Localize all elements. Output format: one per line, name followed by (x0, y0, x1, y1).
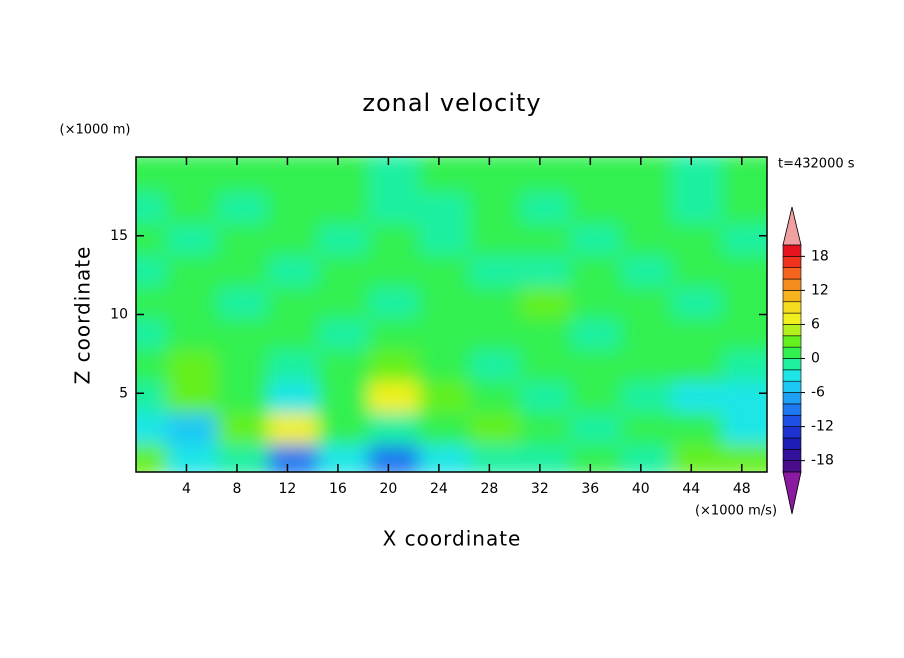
x-tick-label: 8 (232, 481, 241, 497)
colorbar-band (782, 460, 802, 473)
colorbar-tick-label: 6 (811, 316, 820, 332)
field-cells (136, 157, 767, 472)
y-tick-label: 5 (119, 385, 128, 401)
colorbar-band (782, 403, 802, 416)
x-axis-label: X coordinate (383, 527, 522, 551)
x-tick-label: 48 (733, 481, 751, 497)
colorbar-band (782, 346, 802, 359)
y-tick-label: 10 (110, 307, 128, 323)
field-cell (721, 157, 767, 193)
x-tick-label: 36 (581, 481, 599, 497)
x-tick-label: 32 (531, 481, 549, 497)
colorbar-band (782, 335, 802, 348)
colorbar-tick-label: 18 (811, 248, 829, 264)
colorbar-band (782, 392, 802, 405)
colorbar-tick-label: -6 (811, 385, 825, 401)
colorbar-band (782, 414, 802, 427)
colorbar-band (782, 324, 802, 337)
y-axis-label: Z coordinate (71, 246, 95, 385)
colorbar-band (782, 244, 802, 257)
colorbar-tick-label: 12 (811, 282, 829, 298)
x-tick-label: 28 (480, 481, 498, 497)
colorbar-band (782, 358, 802, 371)
colorbar-band (782, 437, 802, 450)
colorbar-band (782, 267, 802, 280)
time-label: t=432000 s (778, 157, 855, 172)
colorbar-unit: (×1000 m/s) (695, 504, 777, 519)
colorbar: -18 -12 -6 0 6 12 18 (782, 206, 834, 515)
colorbar-tick-label: 0 (811, 351, 820, 367)
colorbar-over (782, 206, 802, 246)
colorbar-band (782, 380, 802, 393)
colorbar-band (782, 448, 802, 461)
colorbar-band (782, 256, 802, 269)
colorbar-band (782, 369, 802, 382)
colorbar-band (782, 301, 802, 314)
colorbar-band (782, 312, 802, 325)
x-tick-label: 44 (682, 481, 700, 497)
field (136, 157, 767, 472)
x-tick-label: 12 (279, 481, 297, 497)
x-tick-label: 40 (632, 481, 650, 497)
colorbar-band (782, 426, 802, 439)
colorbar-tick-label: -12 (811, 419, 834, 435)
x-tick-label: 20 (379, 481, 397, 497)
x-tick-label: 16 (329, 481, 347, 497)
y-tick-label: 15 (110, 228, 128, 244)
x-tick-label: 24 (430, 481, 448, 497)
colorbar-tick-label: -18 (811, 453, 834, 469)
colorbar-band (782, 278, 802, 291)
y-unit: (×1000 m) (60, 123, 131, 138)
x-tick-label: 4 (182, 481, 191, 497)
colorbar-band (782, 290, 802, 303)
colorbar-under (782, 471, 802, 515)
chart-title: zonal velocity (362, 89, 541, 117)
